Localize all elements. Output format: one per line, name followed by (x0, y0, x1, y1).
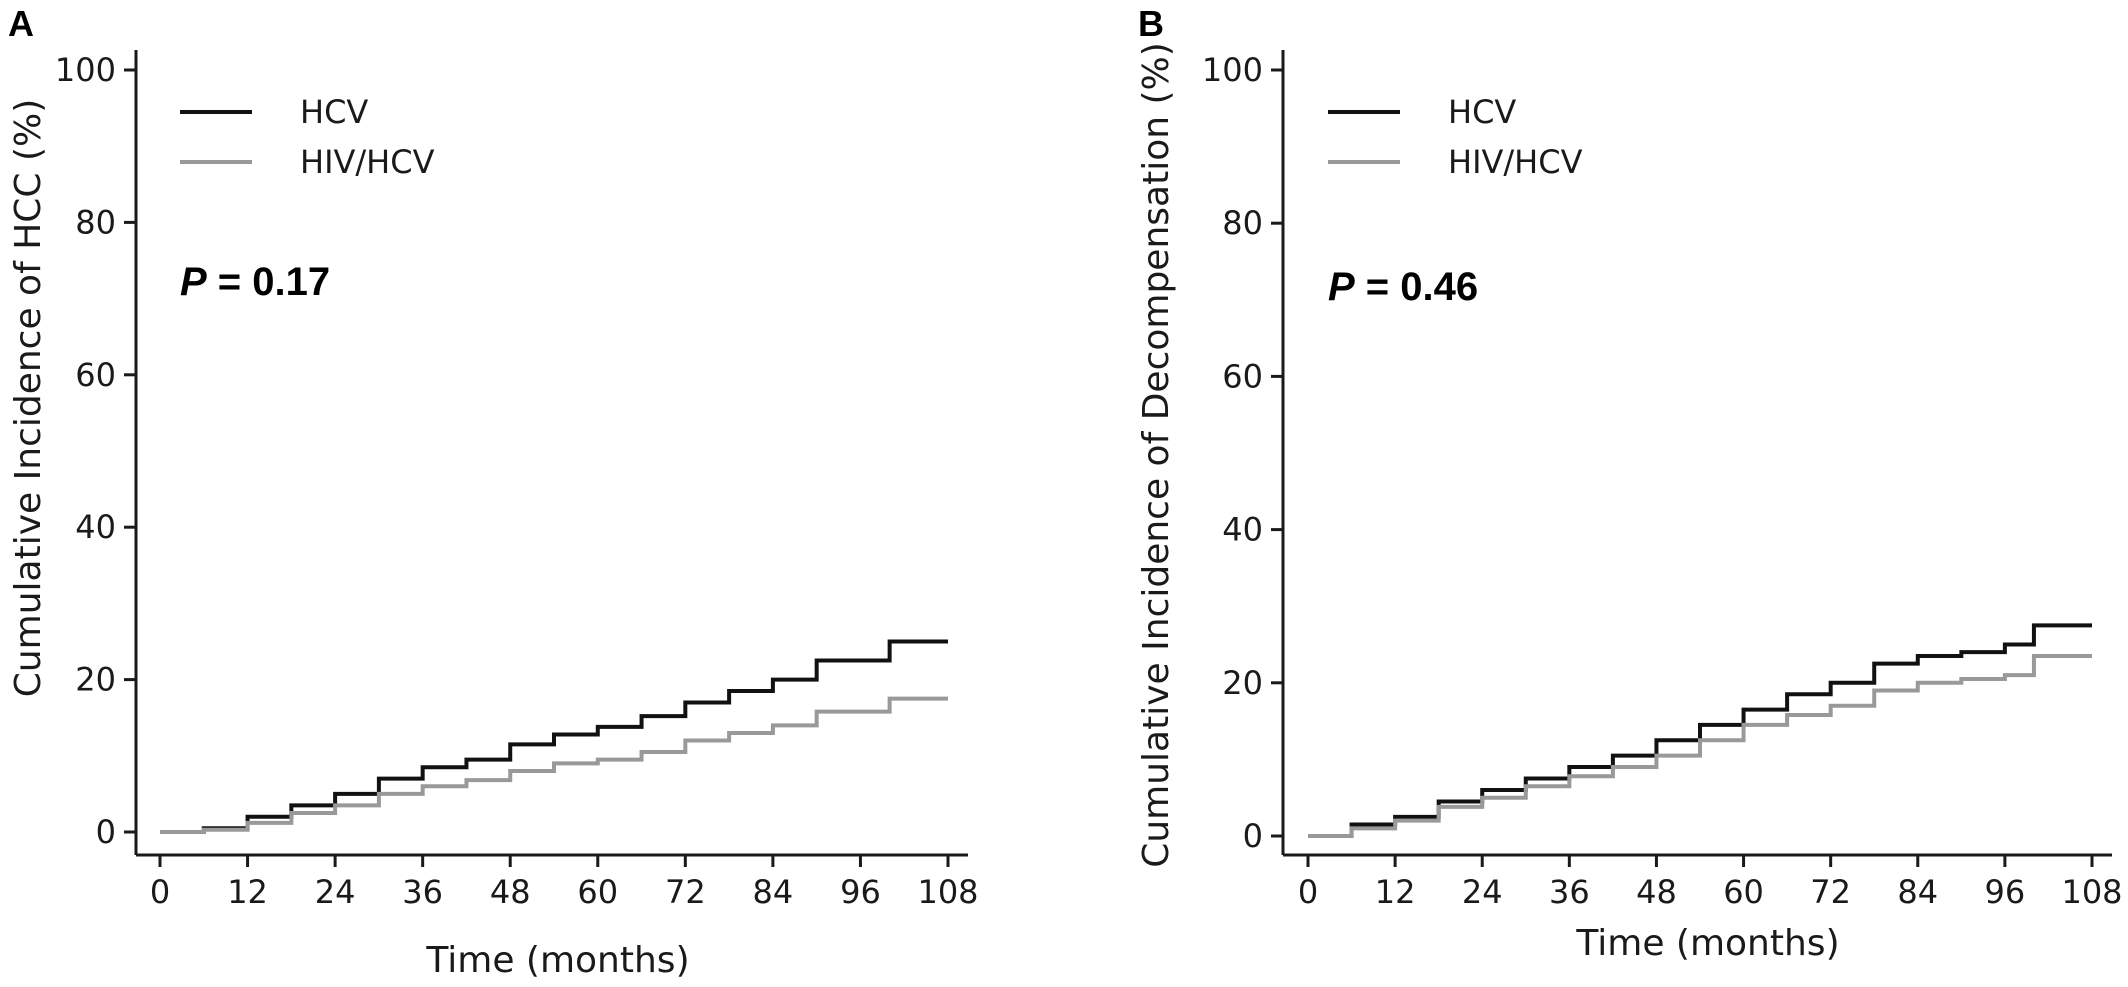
panel-a-legend-label: HIV/HCV (300, 143, 435, 181)
panel-a-x-tick-label: 0 (150, 873, 170, 911)
panel-a-x-tick-label: 48 (490, 873, 531, 911)
panel-a-series (160, 639, 948, 834)
panel-a: A 0 20 40 60 80 100 0 12 24 36 48 60 72 84 96 108 HCV HI… (8, 3, 979, 981)
panel-b-y-tick-label: 60 (1222, 357, 1263, 395)
panel-b-p-label: P (1328, 265, 1355, 309)
panel-b-x-tick-label: 96 (1985, 873, 2026, 911)
panel-a-p-text: = 0.17 (207, 260, 330, 304)
panel-b-series (1308, 623, 2092, 838)
panel-b-x-tick-label: 84 (1897, 873, 1938, 911)
panel-a-x-tick-label: 24 (315, 873, 356, 911)
panel-b-y-tick-label: 20 (1222, 664, 1263, 702)
panel-b-y-tick-label: 80 (1222, 204, 1263, 242)
panel-b-y-tick-label: 0 (1243, 817, 1263, 855)
panel-b-p-text: = 0.46 (1355, 265, 1478, 309)
panel-letter-a: A (8, 3, 34, 44)
panel-a-legend-label: HCV (300, 93, 368, 131)
panel-b-x-axis-title: Time (months) (1575, 923, 1839, 964)
panel-b-x-tick-label: 108 (2061, 873, 2122, 911)
panel-b-p-value: P = 0.46 (1328, 265, 1478, 309)
panel-a-y-axis-title: Cumulative Incidence of HCC (%) (8, 99, 49, 698)
panel-a-axes: 0 20 40 60 80 100 0 12 24 36 48 60 72 84 96 108 (55, 50, 979, 911)
panel-b-x-tick-label: 60 (1723, 873, 1764, 911)
panel-a-legend: HCV HIV/HCV (180, 93, 435, 181)
panel-a-series-hiv-hcv-line (160, 696, 948, 834)
panel-b-x-tick-label: 0 (1298, 873, 1318, 911)
panel-a-y-tick-label: 40 (75, 508, 116, 546)
panel-letter-b: B (1138, 3, 1164, 44)
panel-b-y-axis-title: Cumulative Incidence of Decompensation (… (1136, 42, 1177, 868)
panel-a-x-tick-label: 36 (402, 873, 443, 911)
panel-a-p-value: P = 0.17 (180, 260, 330, 304)
panel-b-legend-label: HIV/HCV (1448, 143, 1583, 181)
panel-b-series-hiv-hcv-line (1308, 653, 2092, 838)
panel-a-series-hcv-line (160, 639, 948, 834)
panel-b-x-tick-label: 72 (1810, 873, 1851, 911)
panel-a-y-tick-label: 100 (55, 51, 116, 89)
panel-a-y-tick-label: 80 (75, 203, 116, 241)
panel-a-x-tick-label: 84 (753, 873, 794, 911)
panel-a-x-tick-label: 108 (917, 873, 978, 911)
panel-a-y-tick-label: 20 (75, 661, 116, 699)
panel-a-x-axis-title: Time (months) (425, 940, 689, 981)
panel-b: B 0 20 40 60 80 100 0 12 24 36 48 60 72 84 96 108 HCV HI… (1136, 3, 2123, 964)
panel-b-x-tick-label: 12 (1375, 873, 1416, 911)
panel-a-x-tick-label: 72 (665, 873, 706, 911)
panel-a-p-label: P (180, 260, 207, 304)
panel-b-y-tick-label: 100 (1202, 51, 1263, 89)
panel-a-x-tick-label: 12 (227, 873, 268, 911)
panel-b-series-hcv-line (1308, 623, 2092, 838)
panel-b-legend-label: HCV (1448, 93, 1516, 131)
panel-b-y-tick-label: 40 (1222, 511, 1263, 549)
panel-a-y-tick-label: 60 (75, 356, 116, 394)
panel-b-x-tick-label: 48 (1636, 873, 1677, 911)
panel-a-x-tick-label: 96 (840, 873, 881, 911)
panel-a-y-tick-label: 0 (96, 813, 116, 851)
panel-a-x-tick-label: 60 (577, 873, 618, 911)
panel-b-x-tick-label: 24 (1462, 873, 1503, 911)
panel-b-axes: 0 20 40 60 80 100 0 12 24 36 48 60 72 84 96 108 (1202, 50, 2123, 911)
panel-b-legend: HCV HIV/HCV (1328, 93, 1583, 181)
panel-b-x-tick-label: 36 (1549, 873, 1590, 911)
